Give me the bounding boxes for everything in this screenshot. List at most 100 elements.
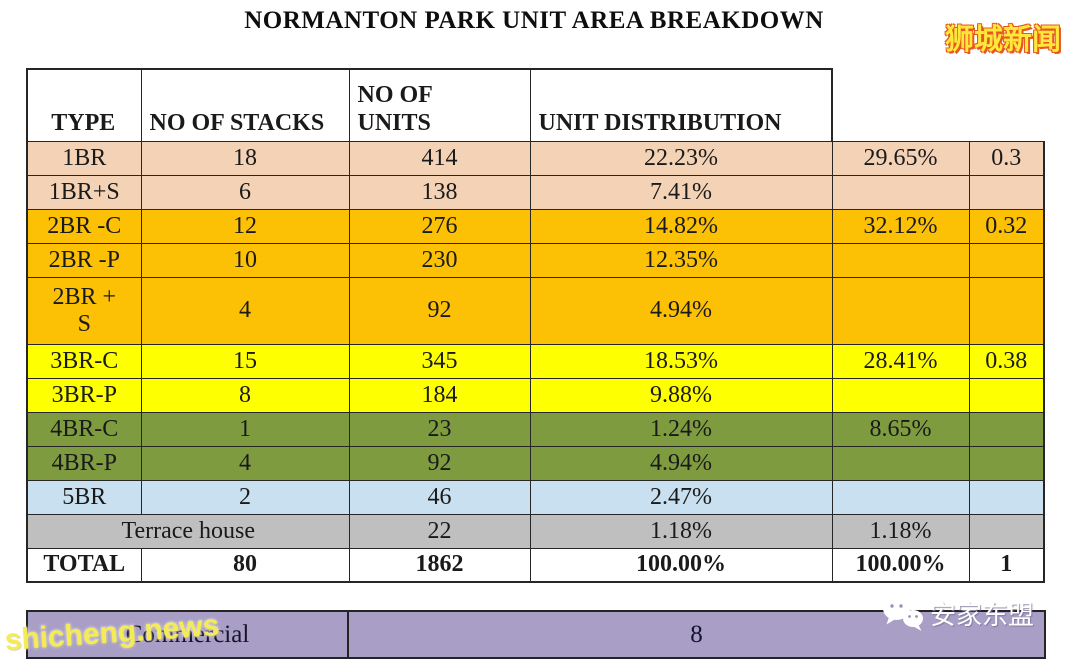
table-cell: 18 xyxy=(140,140,350,176)
table-cell: 2 xyxy=(140,479,350,515)
table-row: 2BR -P 10 230 12.35% xyxy=(26,242,1045,278)
table-cell: 0.38 xyxy=(968,343,1045,379)
table-cell: 92 xyxy=(348,276,531,345)
table-cell: 2BR -P xyxy=(26,242,142,278)
table-row: 4BR-P 4 92 4.94% xyxy=(26,445,1045,481)
table-cell: 0.3 xyxy=(968,140,1045,176)
table-cell xyxy=(968,513,1045,549)
table-cell: Terrace house xyxy=(26,513,350,549)
table-cell: 230 xyxy=(348,242,531,278)
table-cell xyxy=(831,479,970,515)
wechat-icon xyxy=(883,596,923,631)
bottom-right-watermark: 安家东盟 xyxy=(882,595,1034,632)
commercial-label-cell: Commercial xyxy=(26,610,349,659)
col-header-stacks: NO OF STACKS xyxy=(140,68,350,142)
table-cell: 12 xyxy=(140,208,350,244)
table-cell: 4.94% xyxy=(529,276,833,345)
table-cell xyxy=(968,377,1045,413)
col-header-distribution: UNIT DISTRIBUTION xyxy=(529,68,833,142)
table-cell: 18.53% xyxy=(529,343,833,379)
table-cell: 1.24% xyxy=(529,411,833,447)
table-cell: 7.41% xyxy=(529,174,833,210)
table-cell: 3BR-P xyxy=(26,377,142,413)
table-cell: 12.35% xyxy=(529,242,833,278)
bottom-right-watermark-text: 安家东盟 xyxy=(930,600,1035,630)
table-row: 5BR 2 46 2.47% xyxy=(26,479,1045,515)
table-cell xyxy=(968,411,1045,447)
table-cell xyxy=(968,242,1045,278)
table-cell: 22 xyxy=(348,513,531,549)
table-cell: 28.41% xyxy=(831,343,970,379)
table-cell: 29.65% xyxy=(831,140,970,176)
table-cell: 4 xyxy=(140,276,350,345)
table-cell: 414 xyxy=(348,140,531,176)
table-cell: 4BR-P xyxy=(26,445,142,481)
table-row: 3BR-P 8 184 9.88% xyxy=(26,377,1045,413)
table-cell: 6 xyxy=(140,174,350,210)
table-cell: 3BR-C xyxy=(26,343,142,379)
table-row: 4BR-C 1 23 1.24% 8.65% xyxy=(26,411,1045,447)
table-cell: 184 xyxy=(348,377,531,413)
table-row: 2BR -C 12 276 14.82% 32.12% 0.32 xyxy=(26,208,1045,244)
table-row: 1BR+S 6 138 7.41% xyxy=(26,174,1045,210)
commercial-value-cell: 8 xyxy=(347,610,1046,659)
table-cell: 32.12% xyxy=(831,208,970,244)
table-cell: 1BR xyxy=(26,140,142,176)
table-cell xyxy=(968,174,1045,210)
col-header-units: NO OF UNITS xyxy=(348,68,531,142)
table-cell: 92 xyxy=(348,445,531,481)
table-cell: 1.18% xyxy=(831,513,970,549)
table-cell xyxy=(831,377,970,413)
table-cell: 1BR+S xyxy=(26,174,142,210)
table-cell: 2BR + S xyxy=(26,276,142,345)
unit-table-body: 1BR 18 414 22.23% 29.65% 0.3 1BR+S 6 138 7.41% 2BR… xyxy=(26,140,1045,583)
table-cell xyxy=(968,479,1045,515)
table-cell xyxy=(831,276,970,345)
table-cell: 0.32 xyxy=(968,208,1045,244)
col-header-empty-1 xyxy=(832,69,969,141)
table-cell xyxy=(831,445,970,481)
table-cell: 4.94% xyxy=(529,445,833,481)
table-cell: TOTAL xyxy=(26,547,142,583)
table-cell: 5BR xyxy=(26,479,142,515)
table-cell: 10 xyxy=(140,242,350,278)
table-cell: 1 xyxy=(140,411,350,447)
table-cell: 9.88% xyxy=(529,377,833,413)
table-cell: 2.47% xyxy=(529,479,833,515)
table-cell: 4 xyxy=(140,445,350,481)
table-cell: 100.00% xyxy=(529,547,833,583)
table-cell: 14.82% xyxy=(529,208,833,244)
table-cell: 1862 xyxy=(348,547,531,583)
header-row: TYPE NO OF STACKS NO OF UNITS UNIT DISTR… xyxy=(26,68,1044,142)
unit-breakdown-table: TYPE NO OF STACKS NO OF UNITS UNIT DISTR… xyxy=(26,68,1045,583)
table-cell: 8.65% xyxy=(831,411,970,447)
col-header-empty-2 xyxy=(969,69,1044,141)
table-cell xyxy=(831,174,970,210)
table-cell: 8 xyxy=(140,377,350,413)
table-row: Terrace house 22 1.18% 1.18% xyxy=(26,513,1045,549)
col-header-type: TYPE xyxy=(26,68,142,142)
table-cell: 23 xyxy=(348,411,531,447)
table-cell xyxy=(831,242,970,278)
table-cell xyxy=(968,276,1045,345)
table-cell xyxy=(968,445,1045,481)
table-cell: 1.18% xyxy=(529,513,833,549)
page-title: NORMANTON PARK UNIT AREA BREAKDOWN xyxy=(244,7,824,34)
top-right-watermark: 狮城新闻 xyxy=(944,24,1061,56)
table-cell: 345 xyxy=(348,343,531,379)
table-cell: 100.00% xyxy=(831,547,970,583)
table-row: 1BR 18 414 22.23% 29.65% 0.3 xyxy=(26,140,1045,176)
table-cell: 80 xyxy=(140,547,350,583)
table-cell: 4BR-C xyxy=(26,411,142,447)
table-cell: 276 xyxy=(348,208,531,244)
table-cell: 46 xyxy=(348,479,531,515)
table-cell: 22.23% xyxy=(529,140,833,176)
commercial-table: Commercial 8 xyxy=(26,610,1046,659)
table-row: 3BR-C 15 345 18.53% 28.41% 0.38 xyxy=(26,343,1045,379)
table-cell: 1 xyxy=(968,547,1045,583)
table-cell: 2BR -C xyxy=(26,208,142,244)
table-cell: 15 xyxy=(140,343,350,379)
table-row: TOTAL 80 1862 100.00% 100.00% 1 xyxy=(26,547,1045,583)
table-cell: 138 xyxy=(348,174,531,210)
commercial-row: Commercial 8 xyxy=(26,610,1046,659)
